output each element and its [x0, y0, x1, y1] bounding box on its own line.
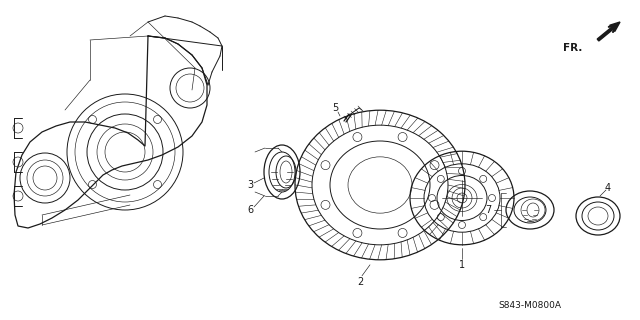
FancyArrow shape — [597, 22, 620, 41]
Text: S843-M0800A: S843-M0800A — [499, 301, 561, 310]
Text: 7: 7 — [485, 205, 491, 215]
Text: 1: 1 — [459, 260, 465, 270]
Text: FR.: FR. — [563, 43, 582, 53]
Text: 6: 6 — [247, 205, 253, 215]
Text: 2: 2 — [357, 277, 363, 287]
Text: 4: 4 — [605, 183, 611, 193]
Text: 5: 5 — [332, 103, 338, 113]
Text: 3: 3 — [247, 180, 253, 190]
